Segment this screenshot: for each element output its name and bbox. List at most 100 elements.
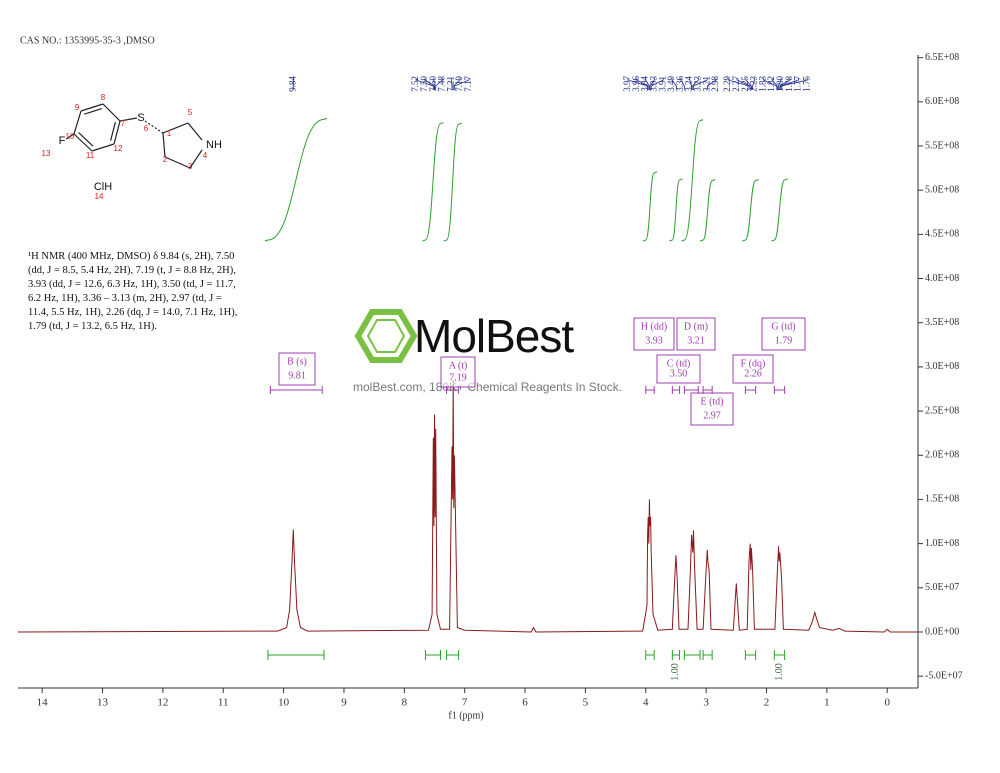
y-tick-label: 4.0E+08 bbox=[925, 273, 959, 284]
atom-number: 7 bbox=[121, 119, 126, 128]
peak-label: 3.94 bbox=[640, 76, 650, 92]
x-tick-label: 1 bbox=[824, 697, 830, 709]
integral-bracket bbox=[744, 650, 757, 660]
peak-label: 2.25 bbox=[740, 76, 750, 92]
x-tick-label: 11 bbox=[218, 697, 229, 709]
multiplet-range bbox=[744, 386, 757, 394]
peak-label: 2.98 bbox=[710, 76, 720, 92]
integral-bracket bbox=[424, 650, 442, 660]
integral-bracket bbox=[773, 650, 786, 660]
y-tick-label: 4.5E+08 bbox=[925, 229, 959, 240]
x-tick-label: 6 bbox=[522, 697, 528, 709]
multiplet-name: E (td) bbox=[700, 396, 723, 407]
peak-pointer bbox=[778, 78, 782, 90]
peak-pointer bbox=[779, 78, 799, 90]
peak-label: 2.27 bbox=[731, 76, 741, 92]
integral-curve bbox=[699, 179, 716, 242]
multiplet-shift: 2.97 bbox=[703, 410, 721, 421]
x-tick-label: 3 bbox=[703, 697, 709, 709]
atom-number: 4 bbox=[203, 151, 208, 160]
peak-pointer bbox=[727, 78, 750, 90]
x-tick-label: 12 bbox=[157, 697, 168, 709]
peak-pointer bbox=[689, 78, 693, 90]
multiplet-box bbox=[676, 317, 716, 351]
multiplet-shift: 7.19 bbox=[449, 372, 467, 383]
x-tick-label: 4 bbox=[643, 697, 649, 709]
peak-label: 3.36 bbox=[675, 76, 685, 92]
y-tick-label: 1.0E+08 bbox=[925, 538, 959, 549]
atom-symbol: F bbox=[59, 135, 66, 147]
atom-symbol: S bbox=[137, 112, 144, 124]
multiplet-box bbox=[633, 317, 675, 351]
atom-number: 1 bbox=[167, 129, 172, 138]
integral-curve bbox=[264, 117, 328, 242]
peak-pointer bbox=[649, 78, 655, 90]
peak-label: 7.21 bbox=[445, 76, 455, 92]
multiplet-shift: 3.50 bbox=[670, 368, 688, 379]
peak-label: 3.24 bbox=[684, 76, 694, 92]
y-tick-label: 5.5E+08 bbox=[925, 140, 959, 151]
y-tick-label: 6.0E+08 bbox=[925, 96, 959, 107]
atom-symbol: NH bbox=[206, 139, 222, 151]
peak-pointer bbox=[779, 78, 791, 90]
integral-curve bbox=[669, 178, 683, 242]
y-tick-label: 6.5E+08 bbox=[925, 52, 959, 63]
multiplet-range bbox=[671, 386, 681, 394]
peak-pointer bbox=[450, 78, 453, 90]
peak-pointer bbox=[650, 78, 664, 90]
bond bbox=[119, 117, 138, 122]
peak-pointer bbox=[454, 78, 470, 90]
atom-number: 11 bbox=[86, 151, 95, 160]
integral-curve bbox=[742, 179, 759, 242]
peak-label: 7.17 bbox=[463, 76, 473, 92]
integral-bracket bbox=[267, 650, 325, 660]
bond bbox=[80, 103, 104, 112]
header: CAS NO.: 1353995-35-3 ,DMSO bbox=[20, 35, 155, 46]
integral-curve bbox=[681, 119, 704, 242]
atom-number: 6 bbox=[144, 124, 149, 133]
peak-pointer bbox=[781, 78, 808, 90]
peak-label: 3.97 bbox=[622, 76, 632, 92]
multiplet-box bbox=[761, 317, 806, 351]
multiplet-box bbox=[656, 354, 701, 384]
atom-number: 12 bbox=[114, 144, 123, 153]
y-tick-label: 2.0E+08 bbox=[925, 450, 959, 461]
watermark-tagline: molBest.com, 180K+ Chemical Reagents In … bbox=[353, 380, 622, 394]
multiplet-shift: 1.79 bbox=[775, 335, 793, 346]
peak-label: 3.96 bbox=[631, 76, 641, 92]
bond bbox=[84, 108, 102, 115]
integral-curve bbox=[443, 122, 462, 242]
peak-label: 7.50 bbox=[428, 76, 438, 92]
atom-number: 8 bbox=[101, 93, 106, 102]
atom-symbol: ClH bbox=[94, 181, 112, 193]
y-tick-label: 5.0E+07 bbox=[925, 582, 959, 593]
integral-bracket bbox=[702, 650, 713, 660]
x-tick-label: 9 bbox=[341, 697, 347, 709]
peak-label: 1.77 bbox=[793, 76, 803, 92]
bond bbox=[91, 143, 115, 152]
peak-label: 3.49 bbox=[666, 76, 676, 92]
peak-pointer bbox=[680, 78, 685, 90]
integral-bracket bbox=[446, 650, 460, 660]
bond bbox=[110, 122, 116, 141]
x-tick-label: 8 bbox=[402, 697, 408, 709]
peak-pointer bbox=[706, 78, 717, 90]
peak-label: 7.52 bbox=[410, 76, 420, 92]
bond bbox=[162, 122, 189, 134]
peak-pointer bbox=[636, 78, 649, 90]
multiplet-box bbox=[278, 352, 316, 386]
multiplet-name: H (dd) bbox=[641, 321, 667, 332]
x-tick-label: 14 bbox=[37, 697, 49, 709]
atom-number: 2 bbox=[163, 155, 168, 164]
peak-pointer bbox=[752, 78, 755, 90]
peak-pointer bbox=[433, 78, 435, 90]
atom-number: 14 bbox=[95, 192, 104, 201]
multiplet-shift: 2.26 bbox=[744, 368, 762, 379]
x-axis-label: f1 (ppm) bbox=[448, 710, 483, 721]
multiplet-name: F (dq) bbox=[741, 358, 766, 369]
peak-pointer bbox=[452, 78, 461, 90]
multiplet-range bbox=[645, 386, 655, 394]
integral-bracket bbox=[645, 650, 655, 660]
multiplet-range bbox=[446, 386, 460, 394]
